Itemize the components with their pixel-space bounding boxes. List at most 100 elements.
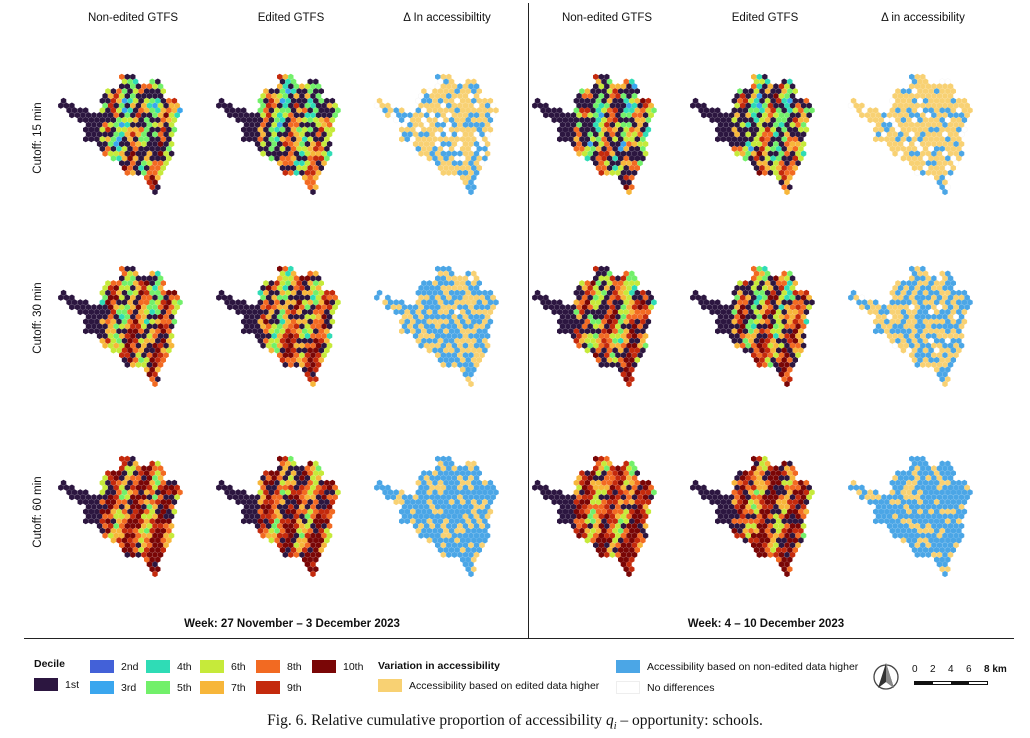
hex-cell [318,356,324,364]
hex-cell [315,361,322,368]
hex-cell [277,284,283,292]
hex-cell [931,284,937,292]
hex-cell [778,513,785,520]
hex-cell [634,337,640,344]
hex-cell [692,97,699,104]
hex-cell [121,337,128,344]
hex-cell [415,337,422,344]
hex-cell [421,145,427,152]
hex-cell [609,284,616,292]
hex-cell [958,102,965,109]
hex-cell [950,308,956,316]
hex-cell [313,107,319,114]
hex-cell [914,131,920,138]
hex-cell [302,164,308,172]
hex-cell [252,328,258,335]
hex-cell [479,159,485,167]
hex-cell [751,160,757,167]
column-title-edited-left: Edited GTFS [257,12,325,24]
hex-cell [277,503,283,510]
hex-cell [590,126,596,133]
hex-cell [315,150,322,157]
hex-cell [759,270,765,277]
hex-cell [476,527,482,534]
hex-cell [476,164,482,172]
hex-cell [119,131,125,138]
hex-cell [277,522,283,530]
hex-cell [784,484,790,491]
hex-cell [593,532,599,539]
hex-cell [285,107,291,114]
hex-cell [620,140,627,148]
hex-cell [909,342,915,349]
hex-cell [947,121,954,128]
map-panel-row2-col6 [846,262,1002,402]
hex-cell [618,107,624,114]
hex-cell [462,513,469,520]
hex-cell [443,88,449,95]
hex-cell [695,484,701,491]
hex-cell [595,136,602,143]
hex-cell [124,494,130,501]
hex-cell [784,140,790,148]
hex-cell [629,155,635,162]
hex-cell [784,304,790,311]
hex-cell [925,323,932,330]
hex-cell [767,352,774,359]
hex-cell [964,484,970,491]
hex-cell [471,479,477,486]
hex-cell [601,537,607,544]
hex-cell [263,337,269,344]
hex-cell [105,88,111,95]
hex-cell [490,304,496,311]
hex-cell [939,116,945,124]
hex-cell [484,494,491,501]
hex-cell [107,522,114,530]
hex-cell [762,102,768,109]
hex-cell [285,537,291,544]
hex-cell [922,508,929,515]
hex-cell [787,184,793,191]
hex-cell [939,479,945,486]
hex-cell [326,102,333,109]
hex-cell [99,318,106,325]
hex-cell [781,527,787,534]
hex-cell [326,484,333,491]
hex-cell [443,116,449,124]
hex-cell [579,88,585,95]
hex-cell [285,280,291,287]
hex-cell [640,299,646,306]
hex-cell [293,121,300,128]
hex-cell [296,518,302,525]
hex-cell [593,150,599,157]
hex-cell [163,332,169,340]
hex-cell [759,97,765,104]
hex-cell [302,489,308,496]
hex-cell [166,145,172,152]
hex-cell [726,498,732,506]
hex-cell [277,332,283,340]
hex-cell [493,489,499,496]
hex-cell [138,126,144,133]
hex-cell [429,532,435,539]
hex-cell [121,537,128,544]
hex-cell [160,318,166,325]
hex-cell [939,145,945,152]
hex-cell [798,479,804,486]
hex-cell [471,537,477,544]
hex-cell [299,294,305,301]
hex-cell [468,484,474,491]
hex-cell [873,116,879,124]
hex-cell [792,97,798,104]
hex-cell [315,102,322,109]
hex-cell [593,284,599,292]
hex-cell [759,136,765,143]
hex-cell [274,116,280,124]
hex-cell [770,308,776,316]
hex-cell [925,140,932,148]
hex-cell [751,140,757,148]
hex-cell [166,289,172,296]
hex-cell [781,376,787,383]
hex-cell [764,308,771,316]
hex-cell [557,489,563,496]
